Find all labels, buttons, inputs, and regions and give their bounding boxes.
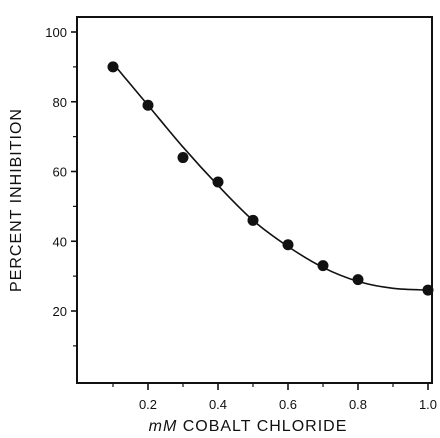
x-axis-title-prefix: mM [149, 418, 178, 435]
data-point [422, 284, 434, 296]
data-point [317, 260, 329, 272]
data-point [282, 239, 294, 251]
data-point [177, 152, 189, 164]
x-axis-title: mM COBALT CHLORIDE [149, 418, 348, 435]
x-axis: 0.2 0.4 0.6 0.8 1.0 [112, 383, 437, 412]
y-tick-label: 80 [53, 95, 67, 110]
y-tick-label: 100 [45, 25, 67, 40]
x-tick-label: 0.8 [349, 397, 367, 412]
data-points [107, 61, 434, 296]
y-axis-title: PERCENT INHIBITION [8, 108, 25, 292]
data-point [247, 214, 259, 226]
y-axis: 20 40 60 80 100 [45, 25, 77, 347]
x-tick-label: 0.2 [139, 397, 157, 412]
plot-frame [76, 16, 433, 384]
data-point [107, 61, 119, 73]
x-tick-label: 0.6 [279, 397, 297, 412]
x-tick-label: 0.4 [209, 397, 227, 412]
y-tick-label: 20 [53, 304, 67, 319]
y-tick-label: 40 [53, 234, 67, 249]
x-tick-label: 1.0 [419, 397, 437, 412]
data-point [352, 274, 364, 286]
data-point [212, 176, 224, 188]
data-point [142, 99, 154, 111]
fit-curve [112, 62, 429, 291]
x-axis-title-rest: COBALT CHLORIDE [177, 418, 347, 435]
y-tick-label: 60 [53, 165, 67, 180]
